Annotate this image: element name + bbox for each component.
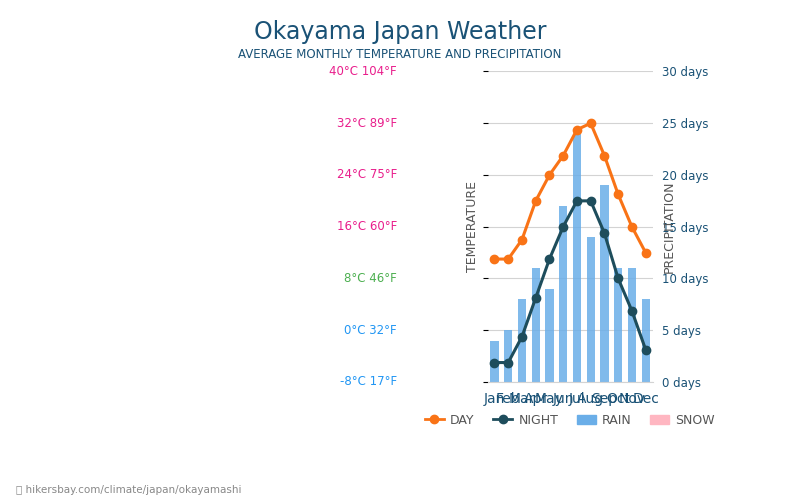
Bar [600, 186, 609, 382]
Text: AVERAGE MONTHLY TEMPERATURE AND PRECIPITATION: AVERAGE MONTHLY TEMPERATURE AND PRECIPIT… [238, 48, 562, 60]
Text: 40°C 104°F: 40°C 104°F [330, 65, 397, 78]
Bar [531, 268, 540, 382]
Text: TEMPERATURE: TEMPERATURE [466, 181, 479, 272]
Bar [504, 330, 512, 382]
Bar [614, 268, 622, 382]
Bar [586, 237, 594, 382]
Bar [642, 299, 650, 382]
Text: ⭐ hikersbay.com/climate/japan/okayamashi: ⭐ hikersbay.com/climate/japan/okayamashi [16, 485, 242, 495]
Text: 24°C 75°F: 24°C 75°F [337, 168, 397, 181]
Text: 0°C 32°F: 0°C 32°F [344, 324, 397, 336]
Bar [628, 268, 636, 382]
Bar [546, 289, 554, 382]
Text: 32°C 89°F: 32°C 89°F [337, 116, 397, 130]
Bar [559, 206, 567, 382]
Text: -8°C 17°F: -8°C 17°F [340, 376, 397, 388]
Text: Okayama Japan Weather: Okayama Japan Weather [254, 20, 546, 44]
Legend: DAY, NIGHT, RAIN, SNOW: DAY, NIGHT, RAIN, SNOW [420, 408, 720, 432]
Text: 16°C 60°F: 16°C 60°F [337, 220, 397, 233]
Bar [490, 340, 498, 382]
Bar [573, 134, 581, 382]
Text: PRECIPITATION: PRECIPITATION [662, 180, 675, 273]
Bar [518, 299, 526, 382]
Text: 8°C 46°F: 8°C 46°F [344, 272, 397, 285]
